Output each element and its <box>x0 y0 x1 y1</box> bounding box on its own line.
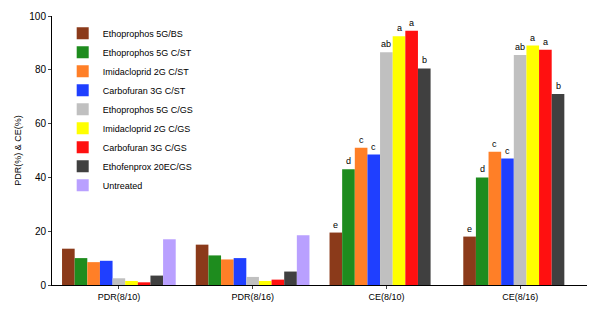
svg-text:c: c <box>505 146 510 156</box>
svg-text:c: c <box>359 135 364 145</box>
svg-text:Untreated: Untreated <box>103 181 143 191</box>
svg-text:CE(8/10): CE(8/10) <box>368 292 404 302</box>
svg-text:c: c <box>492 139 497 149</box>
svg-text:ab: ab <box>515 42 525 52</box>
svg-text:a: a <box>543 37 548 47</box>
svg-text:Carbofuran 3G C/GS: Carbofuran 3G C/GS <box>103 143 187 153</box>
svg-text:CE(8/16): CE(8/16) <box>502 292 538 302</box>
svg-text:PDR(8/16): PDR(8/16) <box>231 292 274 302</box>
svg-text:ab: ab <box>381 39 391 49</box>
svg-text:d: d <box>346 156 351 166</box>
svg-text:Ethoprophos 5G C/GS: Ethoprophos 5G C/GS <box>103 105 193 115</box>
svg-text:Ethoprophos 5G C/ST: Ethoprophos 5G C/ST <box>103 48 192 58</box>
svg-text:a: a <box>409 18 414 28</box>
svg-text:60: 60 <box>35 118 47 129</box>
svg-text:80: 80 <box>35 64 47 75</box>
svg-text:100: 100 <box>29 11 46 22</box>
svg-text:a: a <box>397 23 402 33</box>
svg-text:b: b <box>422 55 427 65</box>
svg-text:Imidacloprid 2G C/GS: Imidacloprid 2G C/GS <box>103 124 191 134</box>
svg-text:PDR(%) & CE(%): PDR(%) & CE(%) <box>13 115 23 186</box>
svg-text:40: 40 <box>35 172 47 183</box>
svg-text:c: c <box>371 142 376 152</box>
svg-text:e: e <box>333 220 338 230</box>
svg-text:PDR(8/10): PDR(8/10) <box>98 292 141 302</box>
svg-text:d: d <box>480 164 485 174</box>
svg-text:Carbofuran 3G C/ST: Carbofuran 3G C/ST <box>103 86 186 96</box>
svg-text:Ethofenprox 20EC/GS: Ethofenprox 20EC/GS <box>103 162 192 172</box>
svg-text:Imidacloprid 2G C/ST: Imidacloprid 2G C/ST <box>103 67 190 77</box>
svg-text:e: e <box>467 224 472 234</box>
svg-text:Ethoprophos 5G/BS: Ethoprophos 5G/BS <box>103 29 183 39</box>
svg-text:20: 20 <box>35 226 47 237</box>
svg-text:b: b <box>556 81 561 91</box>
svg-text:a: a <box>530 33 535 43</box>
svg-text:0: 0 <box>40 280 46 291</box>
